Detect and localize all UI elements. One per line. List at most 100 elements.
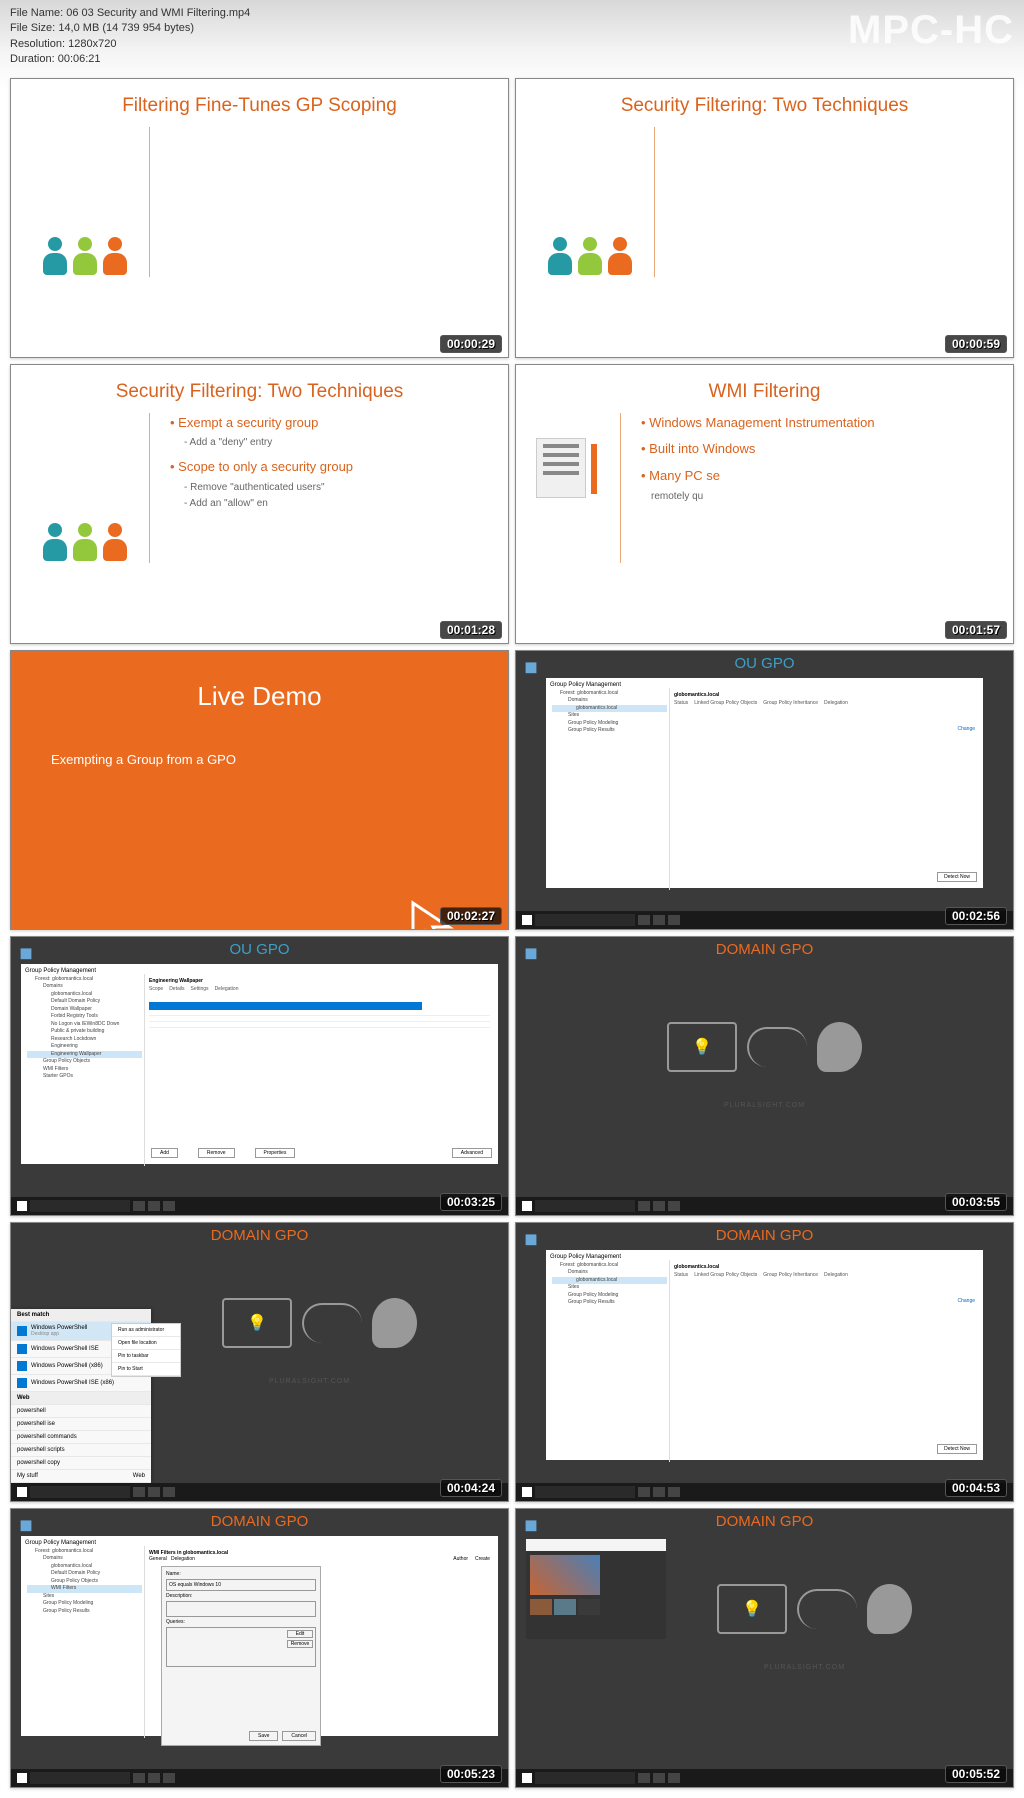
resolution-label: Resolution: xyxy=(10,38,65,50)
advanced-button[interactable]: Advanced xyxy=(452,1148,492,1158)
context-item[interactable]: Run as administrator xyxy=(112,1324,180,1337)
timestamp: 00:05:52 xyxy=(945,1765,1007,1783)
context-item[interactable]: Open file location xyxy=(112,1337,180,1350)
checklist-icon xyxy=(536,438,586,498)
my-stuff-button[interactable]: My stuff xyxy=(17,1473,38,1479)
start-web-item[interactable]: powershell commands xyxy=(11,1431,151,1444)
selected-row[interactable] xyxy=(149,1002,422,1010)
thumbnail[interactable]: OU GPO Group Policy Management Forest: g… xyxy=(10,936,509,1216)
desktop-label: DOMAIN GPO xyxy=(11,1223,508,1248)
timestamp: 00:02:56 xyxy=(945,907,1007,925)
gpm-window: Group Policy Management Forest: globoman… xyxy=(21,1536,498,1736)
thumbnail[interactable]: WMI Filtering • Windows Management Instr… xyxy=(515,364,1014,644)
context-item[interactable]: Pin to Start xyxy=(112,1363,180,1376)
timestamp: 00:01:57 xyxy=(945,621,1007,639)
slide-title: Security Filtering: Two Techniques xyxy=(516,95,1013,117)
notification-popup[interactable] xyxy=(526,1539,666,1639)
cable-icon xyxy=(747,1027,807,1067)
head-icon xyxy=(817,1022,862,1072)
taskbar xyxy=(516,1769,1013,1787)
divider xyxy=(149,413,150,563)
start-web-item[interactable]: powershell ise xyxy=(11,1418,151,1431)
taskbar xyxy=(516,911,1013,929)
start-item[interactable]: Windows PowerShell ISE (x86) xyxy=(11,1375,151,1392)
news-image xyxy=(530,1555,600,1595)
detect-button[interactable]: Detect Now xyxy=(937,872,977,882)
name-field[interactable]: OS equals Windows 10 xyxy=(166,1579,316,1591)
filesize-label: File Size: xyxy=(10,22,55,34)
start-web-item[interactable]: powershell copy xyxy=(11,1457,151,1470)
taskbar xyxy=(516,1483,1013,1501)
cancel-button[interactable]: Cancel xyxy=(282,1731,316,1741)
remove-button[interactable]: Remove xyxy=(287,1640,313,1648)
timestamp: 00:00:59 xyxy=(945,335,1007,353)
remove-button[interactable]: Remove xyxy=(198,1148,235,1158)
laptop-brain-graphic: 💡 xyxy=(616,1584,1013,1634)
demo-title: Live Demo xyxy=(11,681,508,712)
edit-button[interactable]: Edit xyxy=(287,1630,313,1638)
recycle-bin-icon xyxy=(522,1515,542,1539)
taskbar xyxy=(11,1197,508,1215)
timestamp: 00:03:55 xyxy=(945,1193,1007,1211)
detect-button[interactable]: Detect Now xyxy=(937,1444,977,1454)
taskbar xyxy=(11,1769,508,1787)
wmi-dialog: Name: OS equals Windows 10 Description: … xyxy=(161,1566,321,1746)
recycle-bin-icon xyxy=(522,1229,542,1253)
context-item[interactable]: Pin to taskbar xyxy=(112,1350,180,1363)
thumbnail[interactable]: DOMAIN GPO 💡 PLURALSIGHT.COM 00:05:52 xyxy=(515,1508,1014,1788)
thumbnail[interactable]: DOMAIN GPO Group Policy Management Fores… xyxy=(10,1508,509,1788)
timestamp: 00:00:29 xyxy=(440,335,502,353)
people-icons xyxy=(41,147,129,277)
desc-field[interactable] xyxy=(166,1601,316,1617)
filesize-value: 14,0 MB (14 739 954 bytes) xyxy=(58,22,194,34)
start-web-item[interactable]: powershell xyxy=(11,1405,151,1418)
desktop-label: OU GPO xyxy=(11,937,508,962)
watermark: MPC-HC xyxy=(848,8,1014,53)
gpm-window: Group Policy Management Forest: globoman… xyxy=(546,1250,983,1460)
start-web-item[interactable]: powershell scripts xyxy=(11,1444,151,1457)
desktop-label: OU GPO xyxy=(516,651,1013,676)
people-icons xyxy=(546,147,634,277)
recycle-bin-icon xyxy=(522,657,542,681)
duration-value: 00:06:21 xyxy=(58,53,101,65)
timestamp: 00:02:27 xyxy=(440,907,502,925)
thumbnail[interactable]: Security Filtering: Two Techniques • Exe… xyxy=(10,364,509,644)
start-icon[interactable] xyxy=(17,1487,27,1497)
bullet-list: • Exempt a security group - Add a "deny"… xyxy=(170,413,488,563)
pen-icon xyxy=(591,444,597,494)
start-icon[interactable] xyxy=(17,1201,27,1211)
thumbnail[interactable]: Security Filtering: Two Techniques 00:00… xyxy=(515,78,1014,358)
desktop-label: DOMAIN GPO xyxy=(516,937,1013,962)
gpm-window: Group Policy Management Forest: globoman… xyxy=(546,678,983,888)
taskbar-search[interactable] xyxy=(535,914,635,926)
timestamp: 00:04:53 xyxy=(945,1479,1007,1497)
thumbnail[interactable]: Filtering Fine-Tunes GP Scoping 00:00:29 xyxy=(10,78,509,358)
thumbnail[interactable]: DOMAIN GPO 💡 PLURALSIGHT.COM Best match … xyxy=(10,1222,509,1502)
pluralsight-watermark: PLURALSIGHT.COM xyxy=(516,1102,1013,1109)
pluralsight-watermark: PLURALSIGHT.COM xyxy=(596,1664,1013,1671)
start-icon[interactable] xyxy=(522,1773,532,1783)
web-button[interactable]: Web xyxy=(133,1473,145,1479)
filename-label: File Name: xyxy=(10,7,63,19)
timestamp: 00:04:24 xyxy=(440,1479,502,1497)
thumbnail[interactable]: Live Demo Exempting a Group from a GPO 0… xyxy=(10,650,509,930)
slide-title: WMI Filtering xyxy=(516,381,1013,403)
thumbnail[interactable]: DOMAIN GPO 💡 PLURALSIGHT.COM 00:03:55 xyxy=(515,936,1014,1216)
duration-label: Duration: xyxy=(10,53,55,65)
people-icons xyxy=(41,433,129,563)
start-icon[interactable] xyxy=(522,1201,532,1211)
start-icon[interactable] xyxy=(522,915,532,925)
desktop-label: DOMAIN GPO xyxy=(11,1509,508,1534)
properties-button[interactable]: Properties xyxy=(255,1148,296,1158)
divider xyxy=(654,127,655,277)
add-button[interactable]: Add xyxy=(151,1148,178,1158)
thumbnail[interactable]: DOMAIN GPO Group Policy Management Fores… xyxy=(515,1222,1014,1502)
recycle-bin-icon xyxy=(522,943,542,967)
start-header: Web xyxy=(11,1392,151,1405)
start-icon[interactable] xyxy=(17,1773,27,1783)
taskbar xyxy=(516,1197,1013,1215)
thumbnail[interactable]: OU GPO Group Policy Management Forest: g… xyxy=(515,650,1014,930)
start-menu[interactable]: Best match Windows PowerShellDesktop app… xyxy=(11,1309,151,1483)
save-button[interactable]: Save xyxy=(249,1731,278,1741)
start-icon[interactable] xyxy=(522,1487,532,1497)
